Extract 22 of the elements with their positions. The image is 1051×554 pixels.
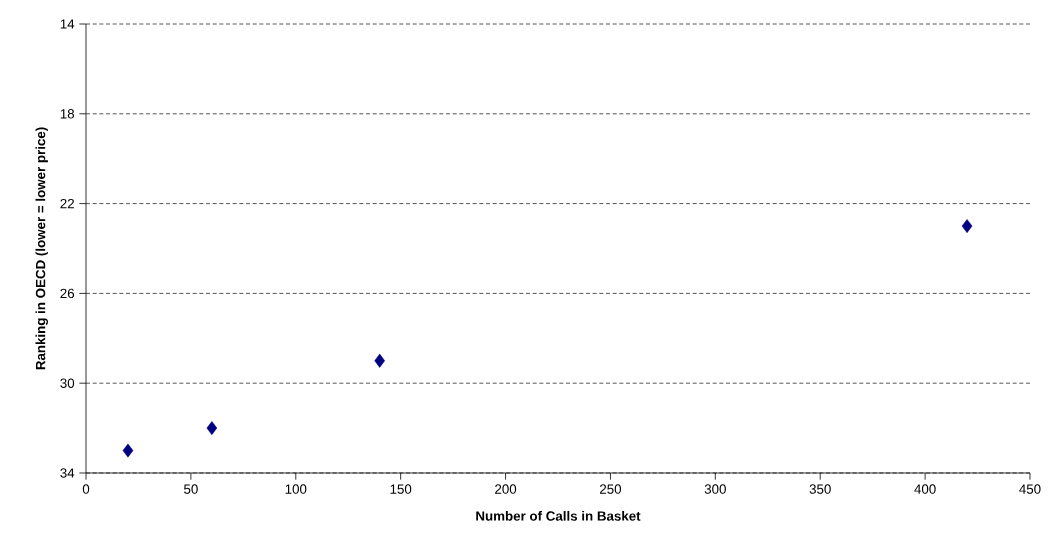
- x-tick-label: 200: [495, 484, 517, 494]
- x-tick-label: 50: [184, 484, 198, 494]
- y-tick-label: 34: [60, 468, 75, 478]
- x-tick-label: 0: [82, 484, 90, 494]
- x-tick-label: 100: [285, 484, 307, 494]
- y-tick-label: 30: [60, 378, 75, 388]
- x-tick-label: 450: [1019, 484, 1041, 494]
- x-tick-label: 150: [390, 484, 412, 494]
- y-tick-label: 18: [60, 109, 75, 119]
- point: [961, 219, 973, 233]
- point: [374, 353, 385, 368]
- x-tick-label: 350: [809, 484, 831, 494]
- point: [206, 421, 218, 436]
- x-tick-label: 250: [599, 484, 622, 494]
- y-tick-label: 22: [60, 198, 74, 209]
- point: [122, 443, 134, 458]
- y-tick-label: 26: [60, 288, 75, 299]
- y-axis-title: Ranking in OECD (lower = lower price): [35, 127, 48, 370]
- x-tick-label: 400: [914, 484, 936, 494]
- x-tick-label: 300: [704, 484, 726, 494]
- x-axis-title: Number of Calls in Basket: [476, 510, 641, 521]
- y-tick-label: 14: [60, 19, 75, 29]
